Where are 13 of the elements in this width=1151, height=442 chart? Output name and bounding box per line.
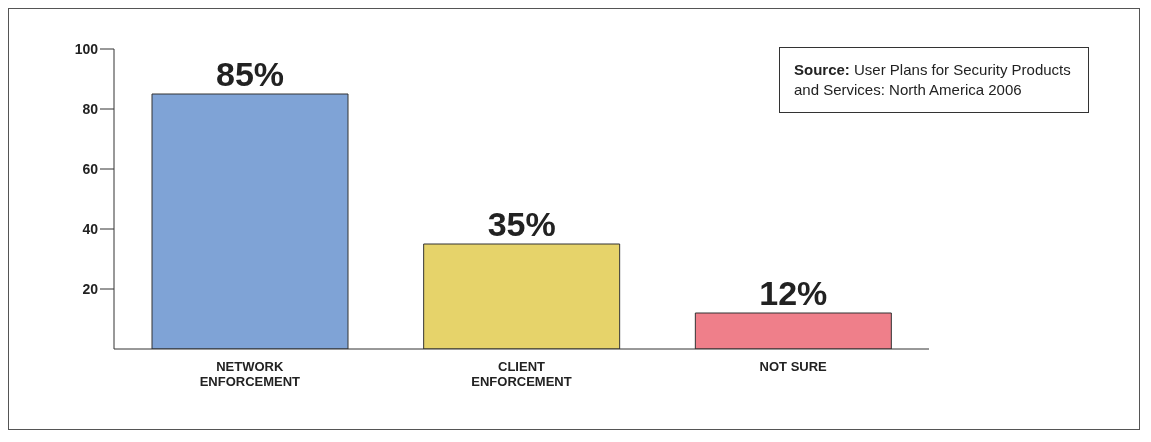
x-tick-label: NOT SURE [759, 359, 828, 374]
y-tick-label: 40 [82, 220, 99, 237]
y-tick-label: 60 [82, 160, 99, 177]
y-tick-label: 100 [74, 40, 99, 57]
data-label: 12% [759, 274, 828, 312]
text-box: Source: User Plans for Security Products and Services: North America 2006 [779, 47, 1089, 113]
data-label: 35% [487, 205, 556, 243]
x-tick-label: CLIENT ENFORCEMENT [471, 359, 572, 389]
y-tick-label: 20 [82, 280, 99, 297]
y-tick-label: 80 [82, 100, 99, 117]
annotation: Source: User Plans for Security Products and Services: North America 2006 [794, 61, 1071, 98]
x-tick-label: NETWORK ENFORCEMENT [199, 359, 301, 389]
data-label: 85% [215, 55, 285, 93]
